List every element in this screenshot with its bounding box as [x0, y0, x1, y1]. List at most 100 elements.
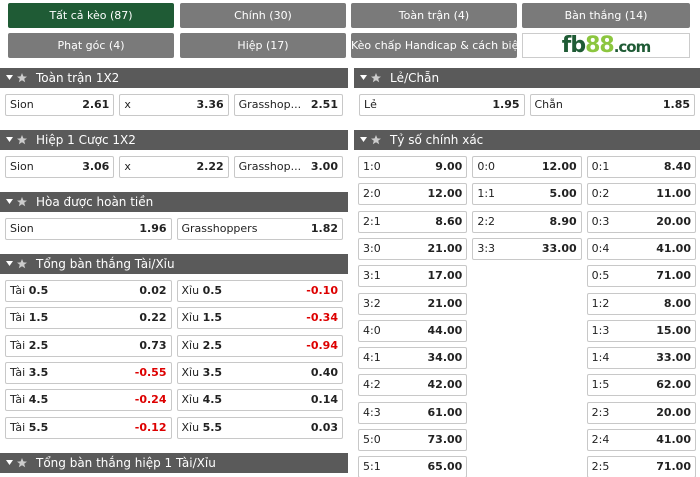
odds-value: 8.00 [663, 296, 691, 310]
odds-value: 33.00 [656, 351, 691, 365]
odds-cell[interactable]: Xỉu 1.5 -0.34 [176, 307, 343, 330]
bet-line: 5.5 [202, 420, 223, 434]
section-header[interactable]: Lẻ/Chẵn [354, 68, 700, 88]
bet-label: Grasshop... [238, 98, 302, 111]
bet-line: 0.5 [202, 284, 223, 297]
odds-cell[interactable]: Xỉu 4.5 0.14 [176, 389, 343, 412]
odds-cell[interactable]: 0:3 20.00 [586, 210, 696, 233]
odds-cell[interactable]: 1:0 9.00 [358, 156, 468, 178]
odds-cell[interactable]: 3:1 17.00 [358, 265, 468, 288]
odds-cell[interactable]: 1:1 5.00 [472, 183, 582, 206]
odds-value: 41.00 [656, 433, 691, 446]
odds-cell[interactable]: 2:2 8.90 [472, 210, 582, 233]
odds-cell[interactable]: Tài 3.5 -0.55 [5, 361, 172, 384]
bet-label: 1:1 [477, 187, 496, 201]
odds-cell[interactable]: Xỉu 0.5 -0.10 [176, 280, 343, 302]
odds-cell[interactable]: 2:4 41.00 [586, 429, 696, 451]
odds-cell[interactable]: 0:5 71.00 [586, 265, 696, 288]
bet-line: 3.5 [202, 365, 223, 379]
odds-cell[interactable]: Tài 4.5 -0.24 [5, 389, 172, 412]
section-header[interactable]: Tổng bàn thắng Tài/Xỉu [0, 254, 348, 274]
odds-value: 5.00 [549, 187, 577, 201]
odds-cell[interactable]: x 3.36 [119, 94, 229, 116]
odds-value: 41.00 [656, 241, 691, 255]
bet-label: Tài [10, 311, 26, 325]
odds-cell[interactable]: x 2.22 [119, 156, 229, 178]
odds-value: 8.90 [549, 214, 577, 228]
odds-cell[interactable]: 4:3 61.00 [358, 401, 468, 424]
section-title: Toàn trận 1X2 [36, 71, 120, 85]
section-header[interactable]: Tổng bàn thắng hiệp 1 Tài/Xỉu [0, 452, 348, 473]
odds-value: -0.12 [134, 420, 167, 434]
odds-value: 8.60 [435, 214, 463, 228]
bet-label: 3:1 [363, 269, 381, 283]
odds-value: 3.36 [196, 98, 224, 111]
odds-value: 0.03 [310, 420, 338, 434]
section-header[interactable]: Toàn trận 1X2 [0, 68, 348, 88]
odds-cell[interactable]: 2:5 71.00 [586, 456, 696, 477]
bet-label: Sion [10, 222, 34, 235]
odds-cell[interactable]: 0:4 41.00 [586, 237, 696, 260]
odds-cell[interactable]: 4:1 34.00 [358, 347, 468, 370]
odds-cell[interactable]: 2:0 12.00 [358, 183, 468, 206]
tab[interactable]: Kèo chấp Handicap & cách biệt (3) [351, 33, 517, 58]
bet-label: 0:1 [591, 160, 610, 173]
odds-cell[interactable]: 1:4 33.00 [586, 347, 696, 370]
odds-value: 71.00 [656, 269, 691, 283]
odds-cell[interactable]: 0:0 12.00 [472, 156, 582, 178]
odds-cell[interactable]: Grasshop... 2.51 [233, 94, 343, 116]
tab[interactable]: Chính (30) [180, 3, 346, 28]
odds-cell[interactable]: Xỉu 2.5 -0.94 [176, 334, 343, 357]
tab[interactable]: Bàn thắng (14) [522, 3, 690, 28]
section-header[interactable]: Tỷ số chính xác [354, 130, 700, 150]
odds-cell[interactable]: Grasshoppers 1.82 [176, 218, 343, 240]
odds-cell[interactable]: 3:2 21.00 [358, 292, 468, 315]
bet-label: 1:5 [591, 378, 610, 392]
odds-cell[interactable]: 3:0 21.00 [358, 237, 468, 260]
odds-cell[interactable]: Tài 1.5 0.22 [5, 307, 172, 330]
tab[interactable]: Phạt góc (4) [8, 33, 174, 58]
odds-cell[interactable]: 4:2 42.00 [358, 374, 468, 397]
bet-label: Grasshop... [238, 160, 302, 173]
odds-cell[interactable]: 1:2 8.00 [586, 292, 696, 315]
odds-cell[interactable]: 0:2 11.00 [586, 183, 696, 206]
odds-cell[interactable]: Xỉu 5.5 0.03 [176, 416, 343, 439]
bet-label: Xỉu [181, 420, 200, 434]
odds-cell[interactable]: 2:1 8.60 [358, 210, 468, 233]
odds-cell[interactable]: Sion 3.06 [5, 156, 115, 178]
odds-cell[interactable]: Sion 2.61 [5, 94, 115, 116]
odds-cell[interactable]: 3:3 33.00 [472, 237, 582, 260]
odds-cell[interactable]: 2:3 20.00 [586, 401, 696, 424]
bet-label: Sion [10, 160, 34, 173]
bet-line: 0.5 [28, 284, 49, 297]
odds-cell[interactable]: Chẵn 1.85 [529, 94, 695, 116]
odds-cell[interactable]: Xỉu 3.5 0.40 [176, 361, 343, 384]
header-icons [6, 457, 27, 467]
section-header[interactable]: Hiệp 1 Cược 1X2 [0, 130, 348, 150]
odds-cell[interactable]: Sion 1.96 [5, 218, 172, 240]
odds-cell[interactable]: 5:0 73.00 [358, 429, 468, 451]
odds-value: 17.00 [427, 269, 463, 283]
bet-label: Tài [10, 365, 26, 379]
tab[interactable]: Hiệp (17) [180, 33, 346, 58]
odds-cell[interactable]: Tài 2.5 0.73 [5, 334, 172, 357]
odds-cell[interactable]: 1:3 15.00 [586, 319, 696, 342]
odds-cell[interactable]: 4:0 44.00 [358, 319, 468, 342]
tab[interactable]: Toàn trận (4) [351, 3, 517, 28]
bet-label: x [124, 98, 131, 111]
odds-cell[interactable]: Lẻ 1.95 [359, 94, 525, 116]
odds-value: 0.22 [139, 311, 167, 325]
bet-line: 1.5 [28, 311, 49, 325]
odds-cell[interactable]: Tài 5.5 -0.12 [5, 416, 172, 439]
tab[interactable]: Tất cả kèo (87) [8, 3, 174, 28]
odds-cell[interactable]: Grasshop... 3.00 [233, 156, 343, 178]
bet-line: 4.5 [28, 393, 49, 407]
odds-cell[interactable]: Tài 0.5 0.02 [5, 280, 172, 302]
logo: fb88.com [522, 33, 690, 58]
odds-cell[interactable]: 1:5 62.00 [586, 374, 696, 397]
odds-cell[interactable]: 5:1 65.00 [358, 456, 468, 477]
bet-label: 1:3 [591, 323, 610, 337]
bet-label: Tài [10, 284, 26, 297]
section-header[interactable]: Hòa được hoàn tiền [0, 192, 348, 212]
odds-cell[interactable]: 0:1 8.40 [586, 156, 696, 178]
